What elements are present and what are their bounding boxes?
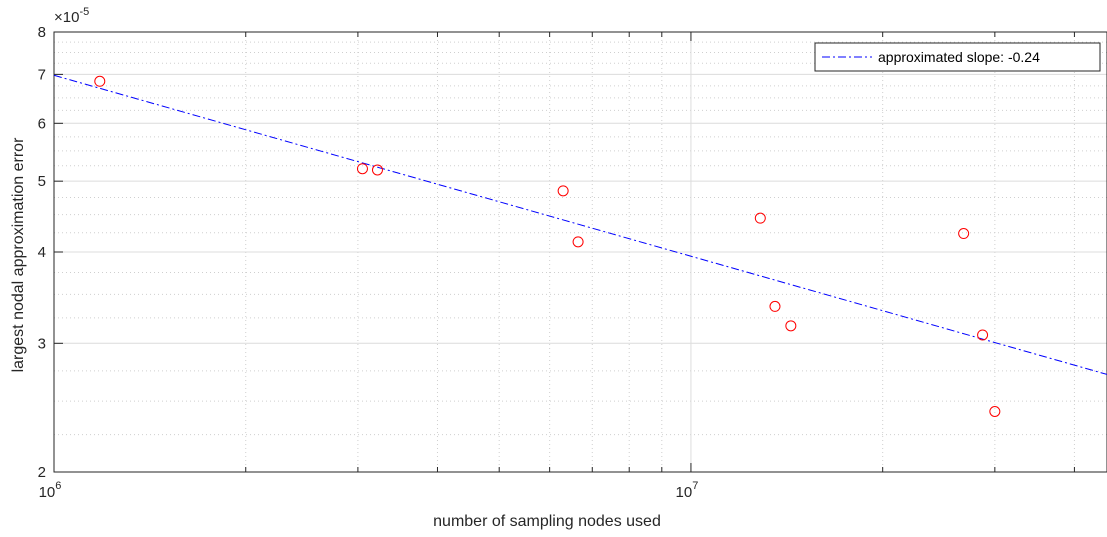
data-point <box>356 163 368 175</box>
data-point <box>769 300 781 312</box>
data-point <box>371 164 383 176</box>
y-tick-label: 7 <box>38 66 46 83</box>
fit-line-group <box>53 74 1107 375</box>
x-tick-labels: 106 107 <box>39 480 699 501</box>
data-point <box>785 320 797 332</box>
legend: approximated slope: -0.24 <box>814 42 1101 72</box>
x-tick-label: 107 <box>676 480 699 501</box>
y-tick-label: 3 <box>38 335 46 352</box>
y-tick-label: 6 <box>38 115 46 132</box>
data-point <box>557 185 569 197</box>
y-tick-label: 2 <box>38 464 46 481</box>
data-point <box>754 212 766 224</box>
axis-ticks <box>53 31 1075 473</box>
x-tick-label: 106 <box>39 480 62 501</box>
data-point <box>958 228 970 240</box>
y-tick-label: 8 <box>38 24 46 41</box>
y-multiplier: ×10-5 <box>54 6 89 26</box>
y-tick-labels: 2 3 4 5 6 7 8 <box>38 24 46 481</box>
data-point <box>989 405 1001 417</box>
data-point <box>572 236 584 248</box>
y-tick-label: 4 <box>38 244 46 261</box>
y-tick-label: 5 <box>38 173 46 190</box>
data-point <box>977 329 989 341</box>
x-axis-label: number of sampling nodes used <box>433 513 661 530</box>
legend-entry-fit: approximated slope: -0.24 <box>878 49 1040 65</box>
legend-box <box>814 42 1101 72</box>
data-point <box>94 75 106 87</box>
y-axis-label: largest nodal approximation error <box>10 137 27 372</box>
data-points <box>94 75 1001 417</box>
fit-line <box>53 74 1107 375</box>
